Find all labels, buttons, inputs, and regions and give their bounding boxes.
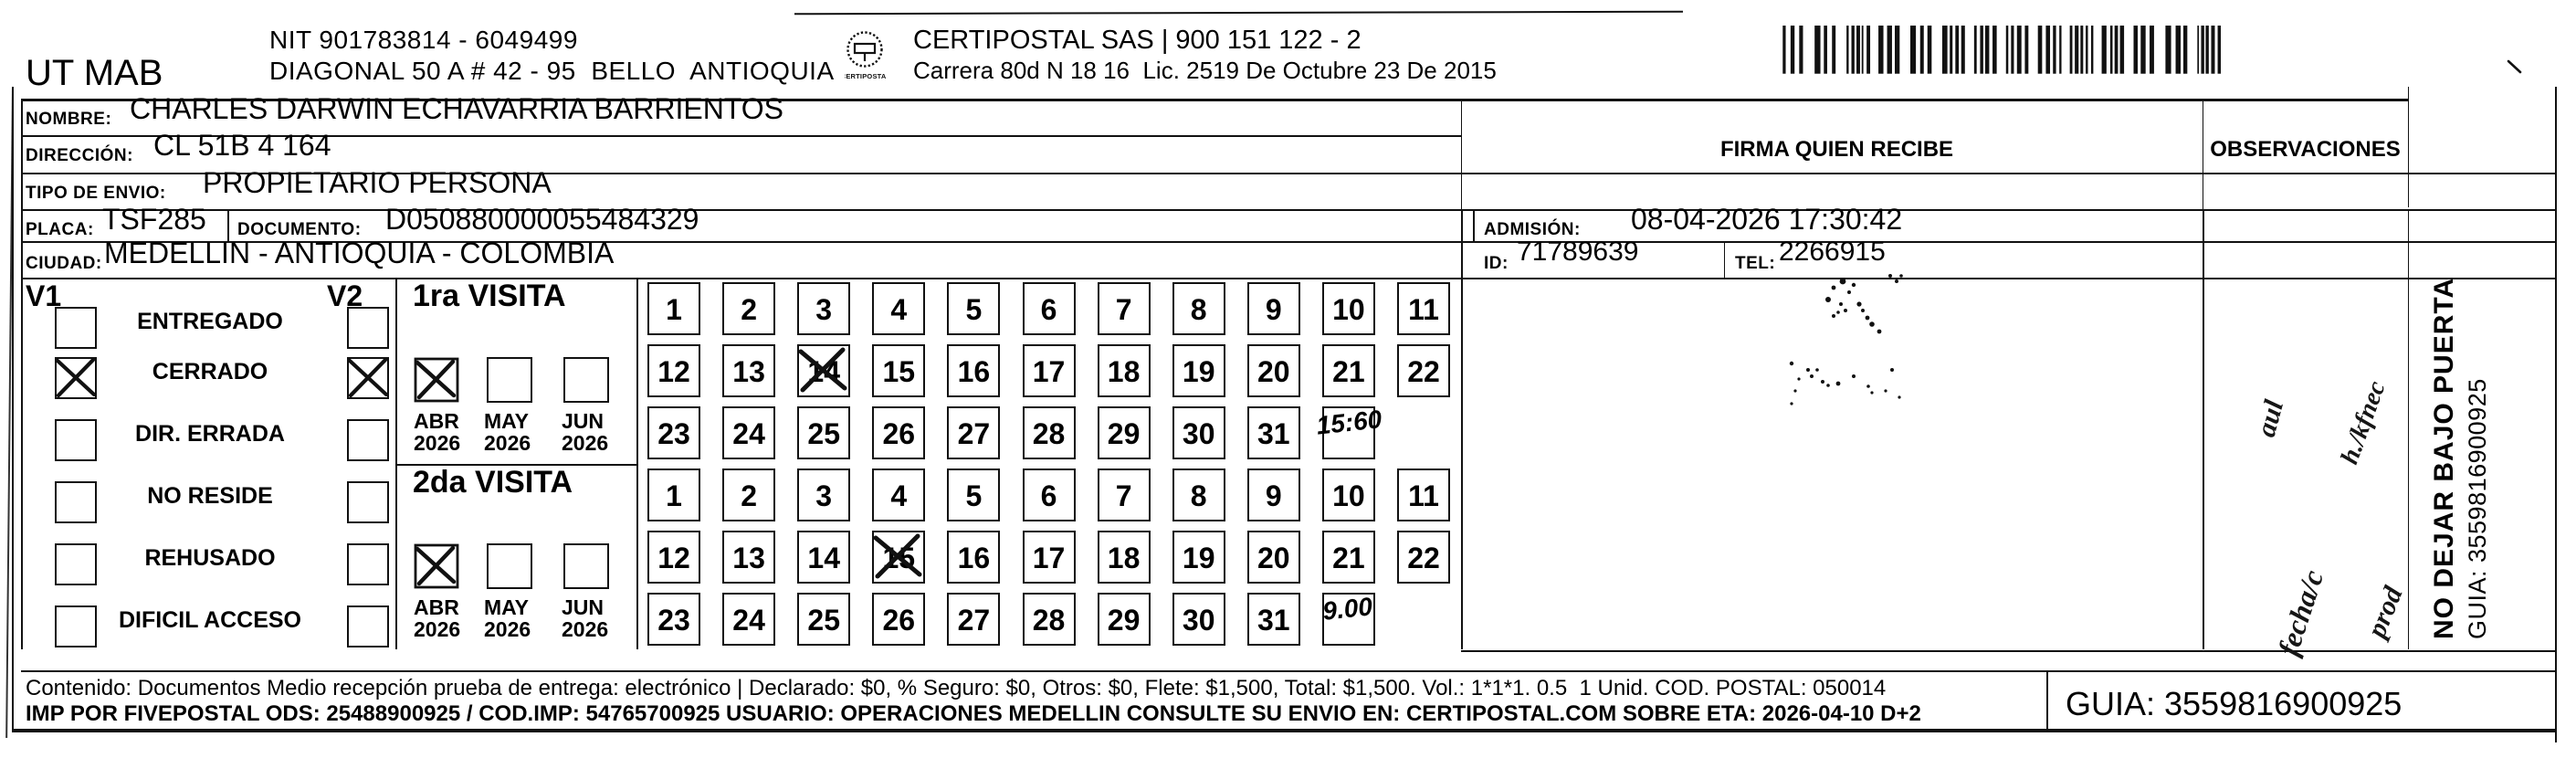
svg-text:CERTIPOSTAL: CERTIPOSTAL bbox=[845, 72, 887, 80]
svg-text:fecha/c: fecha/c bbox=[2271, 566, 2329, 659]
svg-text:h./kfnec: h./kfnec bbox=[2335, 377, 2392, 468]
svg-text:prod: prod bbox=[2360, 582, 2409, 645]
svg-text:aul: aul bbox=[2251, 396, 2289, 440]
